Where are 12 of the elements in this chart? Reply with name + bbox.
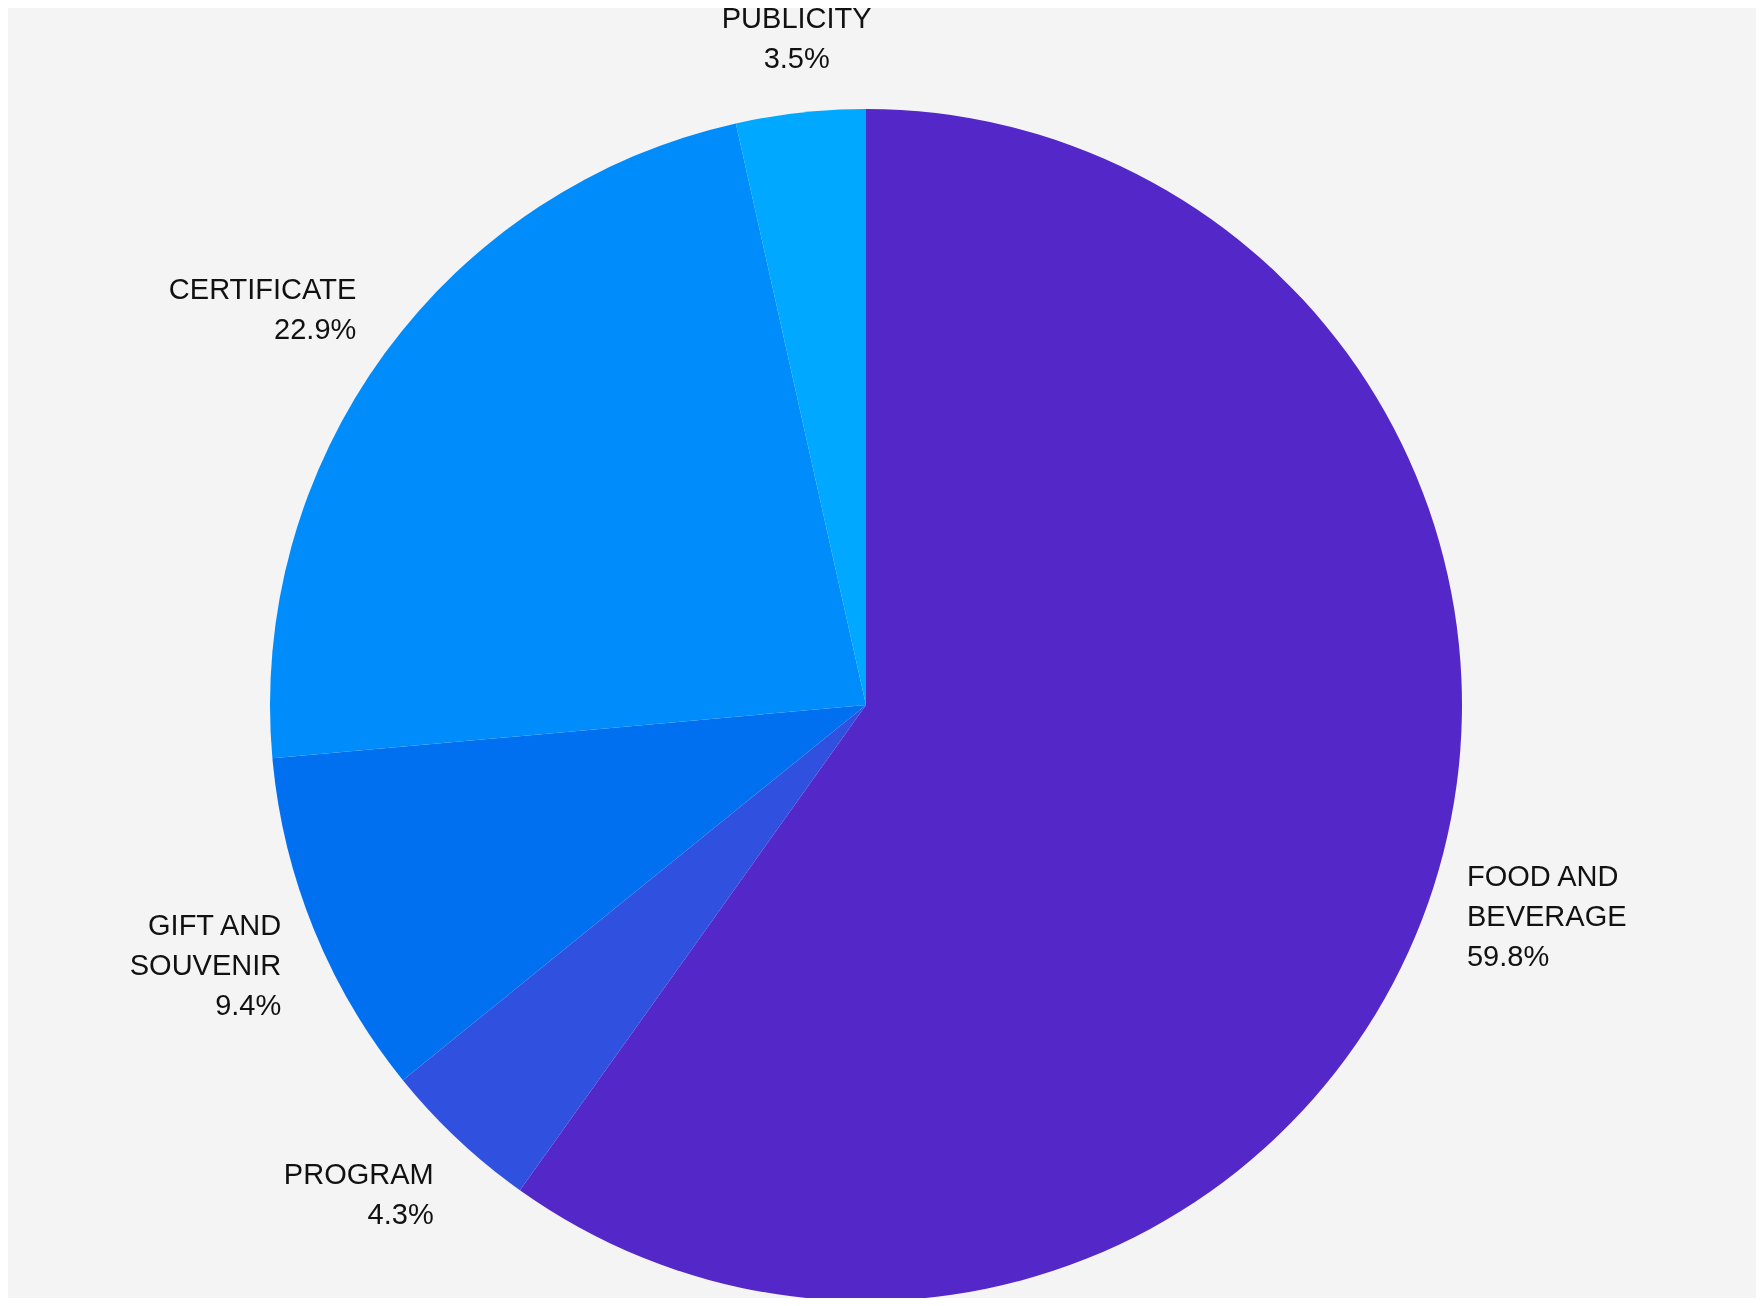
pie-slice [735,109,866,705]
slice-label: FOOD AND BEVERAGE [1466,859,1627,932]
data-label: 4.3% [367,1197,434,1230]
data-label: 9.4% [215,988,282,1021]
data-label: 22.9% [274,313,357,346]
slice-label: CERTIFICATE [168,273,357,306]
slice-label: GIFT AND SOUVENIR [129,908,282,981]
slice-label: PUBLICITY [721,2,872,35]
data-label: 59.8% [1466,939,1550,972]
slice-label: PROGRAM [283,1157,434,1190]
pie-slice [519,109,1462,1298]
data-label: 3.5% [763,42,830,75]
